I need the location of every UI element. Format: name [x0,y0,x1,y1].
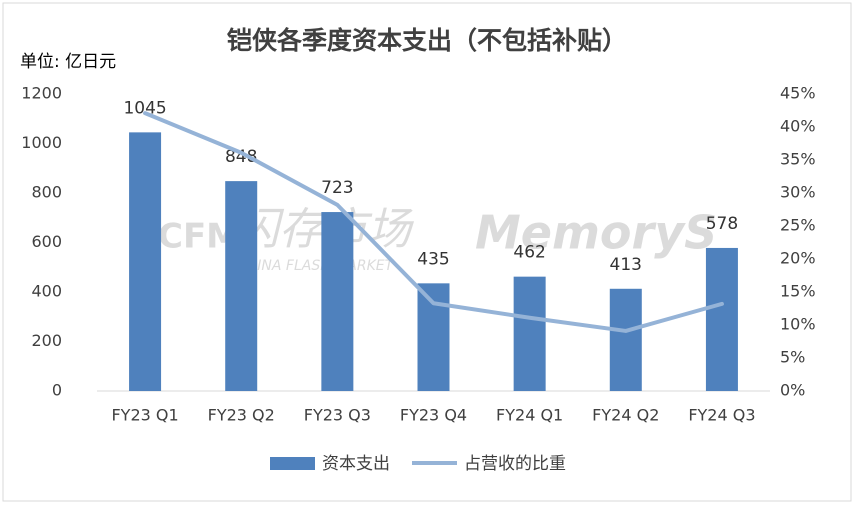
y-tick-label: 200 [31,331,62,350]
y-axis-label: 单位: 亿日元 [20,52,116,72]
data-label: 578 [706,214,738,234]
y2-tick-label: 35% [780,150,816,169]
x-tick-label: FY23 Q2 [208,406,275,425]
bar [321,212,354,391]
data-label: 848 [225,147,257,167]
bar [129,132,162,392]
bar [417,283,450,391]
chart-title: 铠侠各季度资本支出（不包括补贴） [227,26,627,55]
y-tick-label: 0 [52,381,62,400]
line [143,111,724,333]
watermark: CFM 闪存市场 CHINA FLASH MARKET MemoryS [158,204,717,274]
bar [609,288,642,391]
y2-tick-label: 45% [780,84,816,103]
y-tick-label: 1000 [21,133,62,152]
y2-tick-label: 0% [780,381,805,400]
watermark-text: CHINA FLASH MARKET [237,258,395,274]
y2-tick-label: 20% [780,249,816,268]
data-label: 435 [417,249,449,269]
watermark-text: MemoryS [475,206,717,260]
x-tick-label: FY23 Q4 [400,406,467,425]
legend-swatch [270,457,315,470]
x-tick-label: FY24 Q2 [592,406,659,425]
bar [513,276,546,391]
legend-label: 资本支出 [322,454,390,474]
bar [705,247,738,391]
y2-tick-label: 15% [780,282,816,301]
legend-label: 占营收的比重 [464,454,566,474]
data-label: 723 [321,178,353,198]
x-tick-label: FY24 Q3 [688,406,755,425]
y2-tick-label: 25% [780,216,816,235]
x-tick-label: FY24 Q1 [496,406,563,425]
data-label: 413 [610,255,642,275]
y2-tick-label: 5% [780,348,805,367]
bar [225,181,258,391]
y2-tick-label: 40% [780,117,816,136]
y-tick-label: 400 [31,282,62,301]
y-tick-label: 1200 [21,84,62,103]
data-label: 1045 [123,98,166,118]
y2-tick-label: 10% [780,315,816,334]
y-tick-label: 800 [31,183,62,202]
x-tick-label: FY23 Q1 [111,406,178,425]
y-tick-label: 600 [31,232,62,251]
y2-tick-label: 30% [780,183,816,202]
x-tick-label: FY23 Q3 [304,406,371,425]
data-label: 462 [513,243,545,263]
